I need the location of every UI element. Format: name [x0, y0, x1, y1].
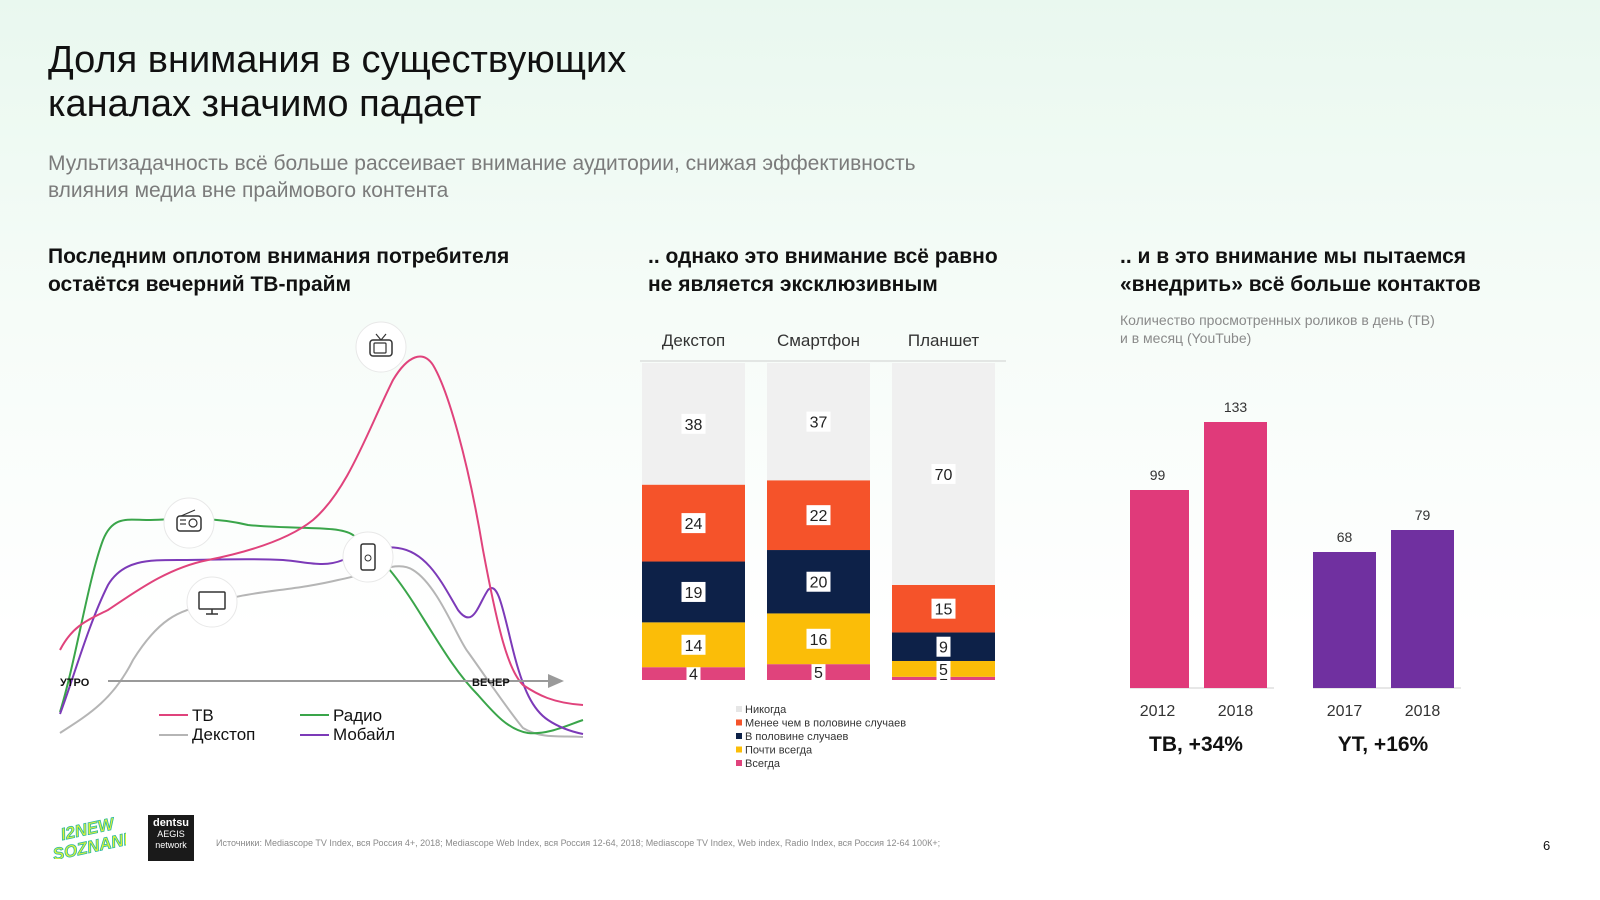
- bar: [1313, 552, 1376, 688]
- legend-swatch: [736, 706, 742, 712]
- line-series-radio: [59, 517, 584, 735]
- growth-label: ТВ, +34%: [1149, 733, 1243, 756]
- bar-value-label: 79: [1415, 507, 1431, 523]
- data-label: 5: [939, 662, 948, 679]
- page-subtitle: Мультизадачность всё больше рассеивает в…: [48, 152, 916, 202]
- data-label: 37: [810, 415, 828, 432]
- bar: [1130, 490, 1189, 688]
- legend-swatch: [736, 746, 742, 753]
- section-heading-exclusive: .. однако это внимание всё равно не явля…: [648, 245, 998, 296]
- legend-label: Никогда: [745, 704, 787, 716]
- data-label: 24: [685, 516, 703, 533]
- line-series-desktop: [59, 565, 584, 738]
- line-series-tv: [59, 355, 584, 706]
- line-series-mobile: [59, 546, 584, 735]
- year-label: 2018: [1405, 703, 1441, 720]
- data-label-box: [681, 581, 706, 602]
- i2new-soznanie-logo: I2NEW SOZNANIE: [48, 814, 142, 865]
- legend-label-tv: ТВ: [192, 706, 214, 725]
- data-label-box: [806, 571, 831, 592]
- desktop-icon: [186, 576, 238, 628]
- data-label: 9: [939, 640, 948, 657]
- axis-label-evening: ВЕЧЕР: [472, 677, 510, 689]
- axis-label-morning: УТРО: [60, 677, 90, 689]
- data-label-box: [936, 636, 951, 657]
- data-label-box: [686, 663, 701, 684]
- year-label: 2012: [1140, 703, 1176, 720]
- legend-label: В половине случаев: [745, 731, 849, 743]
- data-label-box: [811, 662, 826, 683]
- data-label-box: [931, 463, 956, 484]
- data-label-box: [681, 634, 706, 655]
- legend-label-desktop: Декстоп: [192, 725, 255, 744]
- category-label: Декстоп: [662, 331, 725, 350]
- growth-label: YT, +16%: [1338, 733, 1429, 756]
- contacts-bar-chart: 99 2012 133 2018 ТВ, +34% 68 2017 79 2018 YT, +16…: [1130, 399, 1461, 756]
- data-label: 5: [814, 665, 823, 682]
- data-label: 70: [935, 467, 953, 484]
- year-label: 2017: [1327, 703, 1363, 720]
- data-label-box: [806, 628, 831, 649]
- data-label-box: [931, 598, 956, 619]
- data-label: 15: [935, 602, 953, 619]
- legend-label-mobile: Мобайл: [333, 725, 395, 744]
- bar: [1391, 530, 1454, 688]
- data-label: 19: [685, 585, 703, 602]
- legend-label: Менее чем в половине случаев: [745, 718, 906, 730]
- data-label: 16: [810, 632, 828, 649]
- tv-icon: [355, 321, 407, 373]
- dentsu-aegis-logo: dentsu AEGIS network: [148, 815, 194, 861]
- stacked-bar-chart: Декстоп 4 14 19 24 38 Смартфон 5 16 20 22 37 Планшет…: [640, 331, 1006, 770]
- year-label: 2018: [1218, 703, 1254, 720]
- smartphone-icon: [342, 531, 394, 583]
- data-label-box: [681, 513, 706, 534]
- section-heading-attention: Последним оплотом внимания потребителя о…: [48, 245, 510, 296]
- page-number: 6: [1543, 838, 1551, 853]
- data-label: 4: [689, 667, 698, 684]
- data-label: 14: [685, 638, 703, 655]
- radio-icon: [163, 497, 215, 549]
- bar-value-label: 133: [1224, 399, 1248, 415]
- bar-value-label: 99: [1150, 467, 1166, 483]
- data-label: 38: [685, 417, 703, 434]
- data-label-box: [936, 658, 951, 679]
- bar: [1204, 422, 1267, 688]
- legend-label: Всегда: [745, 758, 781, 770]
- section-heading-contacts: .. и в это внимание мы пытаемся «внедрит…: [1120, 245, 1481, 296]
- data-label: 22: [810, 508, 828, 525]
- bar-chart-note: Количество просмотренных роликов в день …: [1120, 312, 1435, 346]
- bar-value-label: 68: [1337, 529, 1353, 545]
- legend-swatch: [736, 733, 742, 739]
- data-label-box: [806, 505, 831, 526]
- time-axis-arrow: [548, 674, 564, 688]
- line-chart-legend: ТВ Радио Декстоп Мобайл: [159, 706, 395, 744]
- category-label: Планшет: [908, 331, 980, 350]
- sources-footnote: Источники: Mediascope TV Index, вся Росс…: [216, 838, 941, 848]
- data-label-box: [681, 413, 706, 434]
- page-title: Доля внимания в существующих каналах зна…: [48, 39, 627, 125]
- legend-swatch: [736, 719, 742, 726]
- data-label: 20: [810, 575, 828, 592]
- legend-label-radio: Радио: [333, 706, 382, 725]
- legend-label: Почти всегда: [745, 745, 813, 757]
- category-label: Смартфон: [777, 331, 860, 350]
- legend-swatch: [736, 760, 742, 766]
- data-label-box: [806, 411, 831, 432]
- attention-line-chart: УТРО ВЕЧЕР ТВ Радио Декстоп Мобайл: [59, 321, 584, 744]
